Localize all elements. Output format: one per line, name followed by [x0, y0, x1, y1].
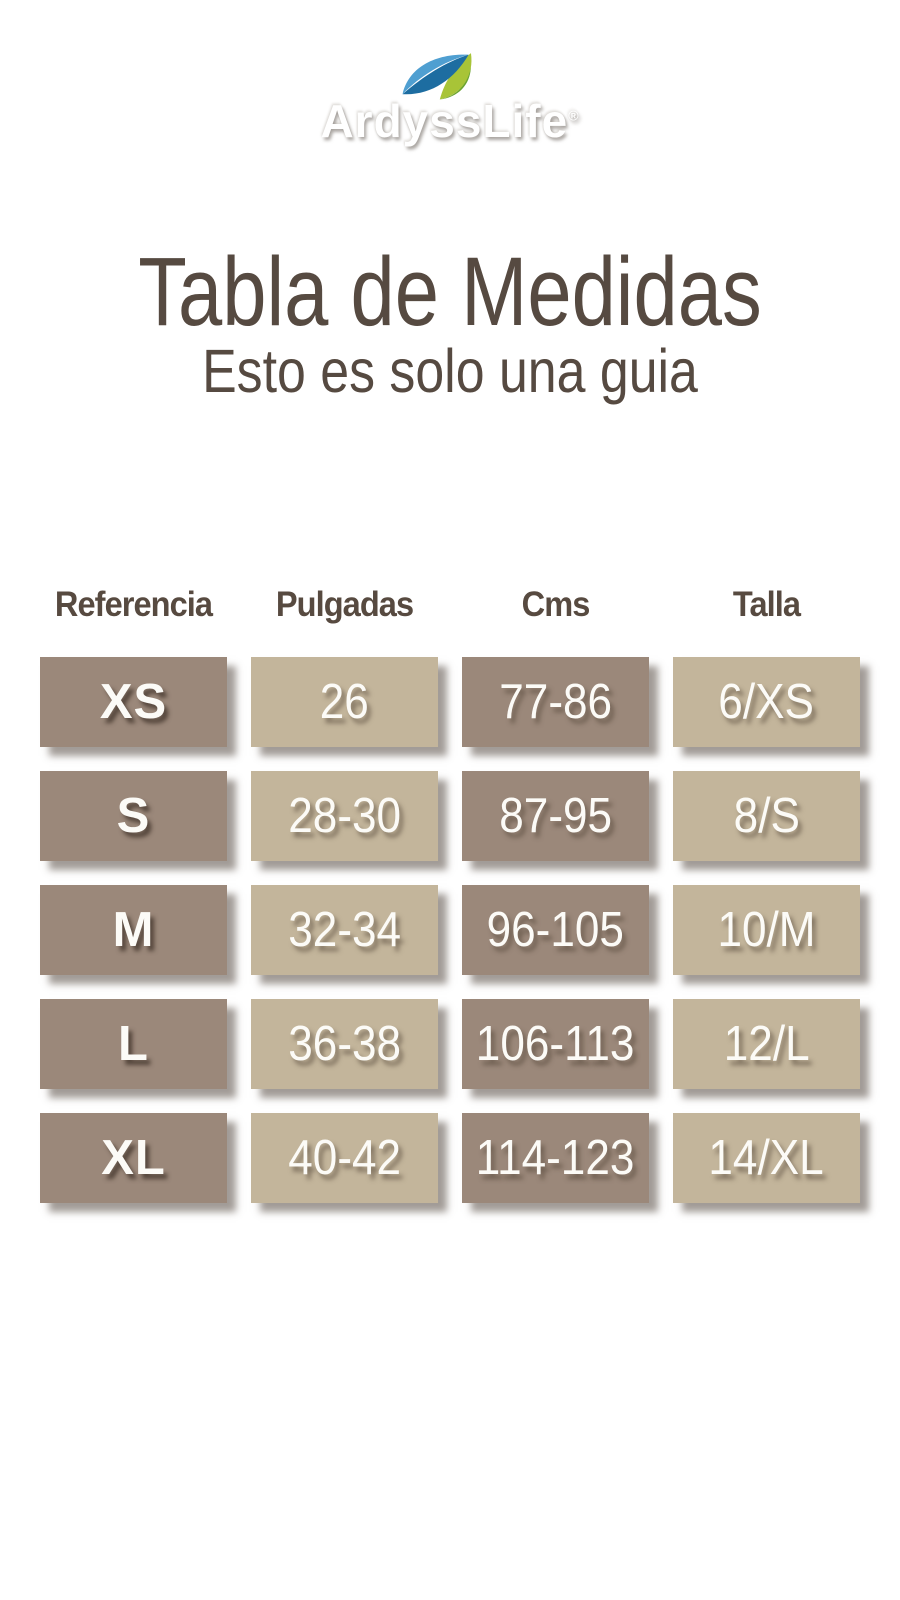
brand-name: ArdyssLife — [320, 95, 569, 147]
cell-referencia: L — [40, 999, 227, 1089]
cell-referencia: XL — [40, 1113, 227, 1203]
brand-logo: ArdyssLife® — [0, 50, 900, 148]
size-table: Referencia Pulgadas Cms Talla XS 26 77-8… — [40, 577, 860, 1203]
column-header-talla: Talla — [732, 585, 801, 624]
cell-cms: 114-123 — [462, 1113, 649, 1203]
cell-talla: 14/XL — [673, 1113, 860, 1203]
column-header-referencia: Referencia — [54, 585, 213, 624]
page-title: Tabla de Medidas — [138, 237, 762, 346]
cell-pulgadas: 32-34 — [251, 885, 438, 975]
cell-pulgadas: 28-30 — [251, 771, 438, 861]
leaf-icon — [402, 53, 472, 100]
cell-talla: 10/M — [673, 885, 860, 975]
registered-mark: ® — [568, 107, 580, 124]
page-subtitle: Esto es solo una guia — [202, 337, 698, 405]
column-header-cms: Cms — [521, 585, 591, 624]
cell-cms: 87-95 — [462, 771, 649, 861]
cell-pulgadas: 40-42 — [251, 1113, 438, 1203]
cell-talla: 12/L — [673, 999, 860, 1089]
cell-cms: 77-86 — [462, 657, 649, 747]
cell-pulgadas: 26 — [251, 657, 438, 747]
cell-referencia: M — [40, 885, 227, 975]
brand-text: ArdyssLife® — [0, 94, 900, 148]
cell-talla: 8/S — [673, 771, 860, 861]
cell-pulgadas: 36-38 — [251, 999, 438, 1089]
cell-referencia: XS — [40, 657, 227, 747]
cell-cms: 106-113 — [462, 999, 649, 1089]
cell-cms: 96-105 — [462, 885, 649, 975]
column-header-pulgadas: Pulgadas — [275, 585, 414, 624]
cell-referencia: S — [40, 771, 227, 861]
cell-talla: 6/XS — [673, 657, 860, 747]
